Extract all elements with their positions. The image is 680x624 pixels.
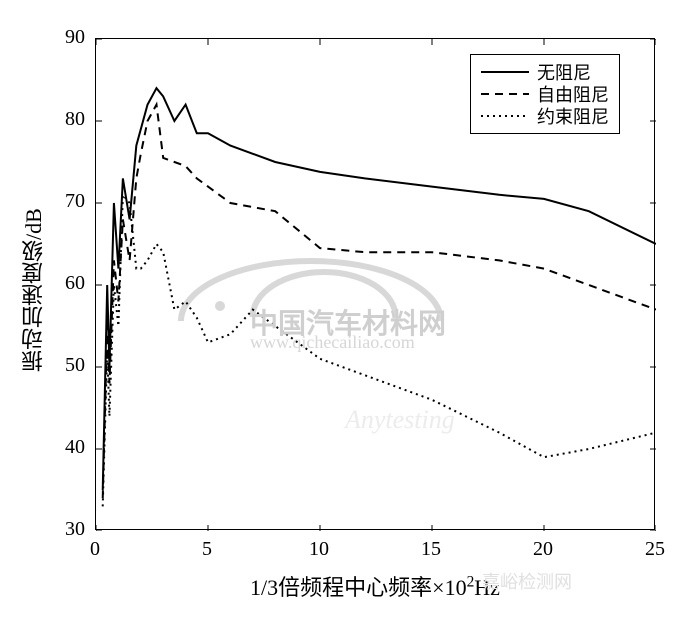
- y-tick-label: 50: [0, 354, 85, 377]
- y-tick-label: 60: [0, 272, 85, 295]
- legend-swatch: [481, 110, 529, 122]
- x-axis-label: 1/3倍频程中心频率×102Hz: [95, 570, 655, 602]
- legend-label: 约束阻尼: [537, 103, 609, 129]
- x-tick-label: 5: [182, 538, 232, 561]
- y-tick-label: 70: [0, 190, 85, 213]
- legend-swatch: [481, 66, 529, 78]
- legend-row: 约束阻尼: [481, 105, 609, 127]
- y-tick-label: 40: [0, 436, 85, 459]
- y-tick-label: 90: [0, 26, 85, 49]
- legend-swatch: [481, 88, 529, 100]
- x-tick-label: 15: [406, 538, 456, 561]
- x-tick-label: 10: [294, 538, 344, 561]
- x-tick-label: 25: [630, 538, 680, 561]
- x-tick-label: 0: [70, 538, 120, 561]
- x-tick-label: 20: [518, 538, 568, 561]
- x-axis-label-pre: 1/3倍频程中心频率×10: [250, 575, 467, 600]
- legend-row: 无阻尼: [481, 61, 609, 83]
- x-axis-label-post: Hz: [474, 575, 500, 600]
- legend: 无阻尼自由阻尼约束阻尼: [470, 54, 620, 134]
- y-tick-label: 80: [0, 108, 85, 131]
- chart-container: 振动加速度级/dB 30405060708090 0510152025 1/3倍…: [0, 0, 680, 624]
- series-line: [103, 195, 656, 507]
- legend-row: 自由阻尼: [481, 83, 609, 105]
